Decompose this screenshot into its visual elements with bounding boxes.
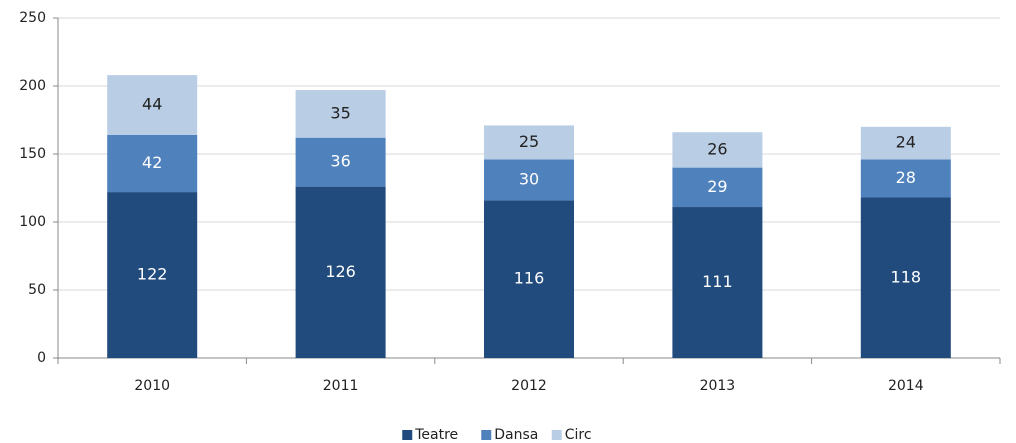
data-label: 26 <box>707 139 727 158</box>
data-label: 116 <box>514 269 545 288</box>
legend-swatch <box>481 430 492 440</box>
data-label: 118 <box>891 267 922 286</box>
bar-segment <box>107 75 198 135</box>
data-label: 44 <box>142 95 162 114</box>
bar-segment <box>484 125 574 160</box>
x-tick-label: 2013 <box>700 378 736 394</box>
legend-label: Dansa <box>494 427 538 443</box>
data-label: 25 <box>519 132 539 151</box>
y-tick-label: 100 <box>19 214 46 230</box>
data-label: 30 <box>519 169 539 188</box>
y-tick-label: 200 <box>19 78 46 94</box>
data-label: 24 <box>896 133 916 152</box>
x-tick-label: 2012 <box>511 378 547 394</box>
bar-segment <box>860 159 951 198</box>
bar-segment <box>295 186 386 358</box>
y-tick-label: 250 <box>19 10 46 26</box>
y-tick-label: 50 <box>28 282 46 298</box>
data-label: 36 <box>330 152 350 171</box>
bar-segment <box>295 137 386 187</box>
bar-segment <box>672 207 763 358</box>
data-label: 35 <box>330 103 350 122</box>
data-label: 111 <box>702 272 733 291</box>
bar-segment <box>484 159 574 201</box>
bar-segment <box>860 197 951 358</box>
data-label: 29 <box>707 177 727 196</box>
bar-segment <box>672 167 763 208</box>
bar-segment <box>295 90 386 138</box>
x-tick-label: 2011 <box>323 378 359 394</box>
bar-segment <box>107 192 198 358</box>
legend-label: Circ <box>565 427 592 443</box>
data-label: 42 <box>142 153 162 172</box>
bar-segment <box>860 126 951 160</box>
data-label: 122 <box>137 265 168 284</box>
y-tick-label: 150 <box>19 146 46 162</box>
legend-swatch <box>402 430 413 440</box>
x-tick-label: 2014 <box>888 378 924 394</box>
bar-segment <box>107 134 198 193</box>
bar-segment <box>672 132 763 168</box>
legend-label: Teatre <box>414 427 458 443</box>
bar-segment <box>484 200 574 358</box>
y-tick-label: 0 <box>37 350 46 366</box>
data-label: 126 <box>325 262 356 281</box>
legend-swatch <box>551 430 562 440</box>
x-tick-label: 2010 <box>134 378 170 394</box>
data-label: 28 <box>896 168 916 187</box>
